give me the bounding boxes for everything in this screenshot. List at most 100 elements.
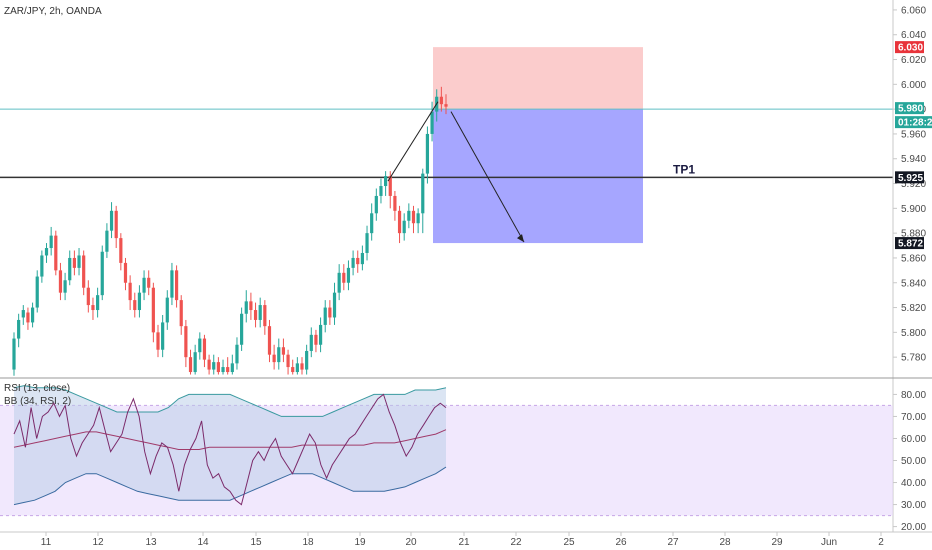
- candle-body: [300, 363, 304, 370]
- candle: [96, 287, 100, 318]
- time-tick-label: 26: [615, 537, 627, 548]
- candle: [179, 295, 183, 335]
- candle: [240, 307, 244, 351]
- price-tag-label: 5.872: [898, 239, 923, 250]
- time-tick-label: 29: [771, 537, 783, 548]
- candle-body: [407, 210, 411, 221]
- candle-body: [184, 326, 188, 358]
- candle: [40, 250, 44, 283]
- candle: [267, 319, 272, 363]
- projection-line[interactable]: [387, 101, 439, 182]
- stop-loss-zone[interactable]: [433, 47, 643, 110]
- bollinger-lower: [13, 466, 447, 506]
- price-tick-label: 5.780: [901, 353, 926, 364]
- candle-body: [314, 334, 318, 345]
- price-tick-label: 6.000: [901, 80, 926, 91]
- candle-body: [156, 332, 160, 350]
- price-tag-bg: [895, 237, 924, 250]
- candle-body: [421, 173, 425, 214]
- time-tick-label: 25: [563, 537, 575, 548]
- candle-body: [212, 362, 216, 370]
- candle-body: [147, 277, 151, 288]
- candle: [379, 178, 383, 204]
- candle: [328, 300, 332, 325]
- candle-body: [30, 307, 35, 323]
- price-tag: 6.030: [895, 41, 924, 54]
- candle: [365, 225, 369, 261]
- price-tag: 5.980: [895, 102, 924, 115]
- time-tick-label: 21: [458, 537, 470, 548]
- projection-arrow[interactable]: [450, 111, 525, 243]
- candle-body: [411, 210, 416, 224]
- candle: [109, 202, 114, 239]
- candle: [351, 250, 355, 276]
- candle-body: [26, 312, 30, 323]
- candle-body: [44, 248, 49, 256]
- candle-body: [305, 350, 309, 370]
- candle: [421, 168, 425, 234]
- candle-body: [439, 96, 443, 105]
- candle: [91, 297, 95, 320]
- candle: [230, 354, 234, 375]
- price-tag: 5.925: [895, 171, 924, 184]
- price-tick-label: 6.040: [901, 30, 926, 41]
- candle-body: [207, 359, 211, 370]
- rsi-axis[interactable]: 80.00 70.00 60.00 50.00 40.00 30.00 20.00: [893, 390, 926, 533]
- candle-body: [351, 257, 355, 268]
- price-tag-bg: [895, 41, 924, 54]
- candle: [397, 205, 402, 244]
- price-tick-label: 6.020: [901, 55, 926, 66]
- take-profit-zone[interactable]: [433, 109, 643, 244]
- candle: [346, 260, 351, 291]
- candle-body: [49, 235, 53, 249]
- candle: [416, 208, 420, 234]
- candle: [170, 262, 174, 306]
- candle: [216, 357, 220, 375]
- candle-body: [337, 272, 341, 293]
- candle-body: [35, 276, 39, 308]
- candle-body: [63, 280, 67, 293]
- candle: [184, 319, 188, 368]
- candle-body: [365, 233, 369, 253]
- candle: [100, 245, 104, 301]
- candle-body: [258, 305, 262, 320]
- candle: [21, 305, 25, 325]
- candle: [253, 302, 258, 328]
- candle: [263, 300, 267, 335]
- price-tick-label: 5.940: [901, 154, 926, 165]
- price-tick-label: 5.960: [901, 129, 926, 140]
- candle-body: [286, 354, 290, 368]
- candle-body: [416, 213, 420, 224]
- candle-body: [188, 357, 193, 373]
- candle: [198, 332, 202, 360]
- candle-body: [356, 257, 360, 265]
- candle-body: [21, 310, 25, 318]
- time-axis[interactable]: 11 12 13 14 15 18 19 20 21 22 25 26 27 28 29 Jun 2: [41, 532, 884, 548]
- candle-body: [161, 322, 165, 350]
- candle: [291, 359, 295, 375]
- candle: [337, 264, 341, 301]
- candle: [342, 264, 346, 291]
- candle: [309, 327, 313, 358]
- candle: [119, 233, 123, 271]
- candle: [226, 357, 230, 375]
- time-tick-label: Jun: [821, 537, 837, 548]
- candle: [272, 344, 276, 370]
- candle-body: [165, 297, 169, 323]
- candle: [258, 297, 262, 328]
- candle-body: [58, 270, 63, 293]
- price-tick-label: 5.820: [901, 303, 926, 314]
- candle-body: [202, 338, 207, 360]
- candle: [244, 290, 248, 323]
- candle-body: [12, 338, 16, 370]
- candle: [402, 213, 406, 241]
- candle: [26, 307, 30, 330]
- candle-body: [105, 230, 109, 252]
- candle-body: [323, 307, 327, 325]
- candle: [207, 354, 211, 375]
- candle-body: [86, 287, 90, 306]
- candle: [425, 126, 430, 184]
- candle: [305, 344, 309, 375]
- time-tick-label: 27: [667, 537, 679, 548]
- candle: [360, 245, 364, 271]
